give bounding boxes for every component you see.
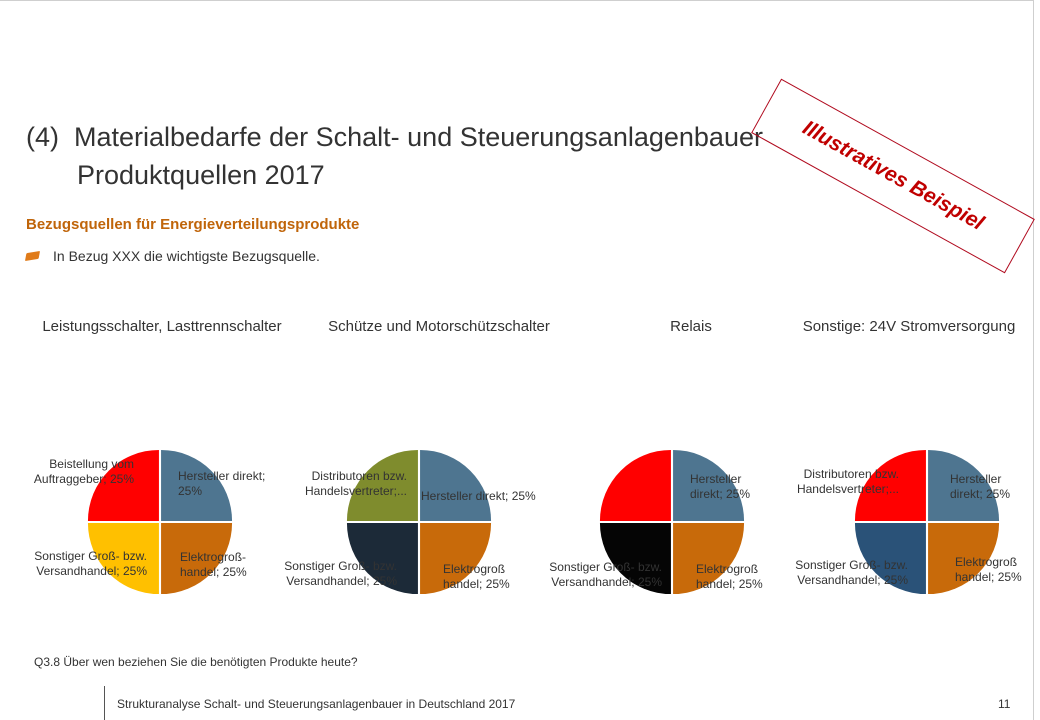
pie-2-label-3: Sonstiger Groß- bzw. Versandhandel; 25% [284,559,397,588]
pie-2-label-4: Distributoren bzw. Handelsvertreter;... [305,469,407,498]
pie-1-label-1: Hersteller direkt; 25% [178,469,265,498]
title-line-1: Materialbedarfe der Schalt- und Steuerun… [74,122,763,152]
section-subtitle: Bezugsquellen für Energieverteilungsprod… [26,216,360,233]
pie-4-label-4: Distributoren bzw. Handelsvertreter;... [797,467,899,496]
pie-4-label-3: Sonstiger Groß- bzw. Versandhandel; 25% [795,558,908,587]
pie-3-label-1: Hersteller direkt; 25% [690,472,750,501]
pie-4-label-1: Hersteller direkt; 25% [950,472,1010,501]
pie-1-slice-1 [161,449,233,521]
pie-2-label-1: Hersteller direkt; 25% [421,489,536,503]
title-line-2: Produktquellen 2017 [77,160,325,190]
pie-4-slice-3 [854,523,926,595]
slide-border-right [1033,0,1034,720]
pie-1-slice-3 [87,523,159,595]
stamp-text: Illustratives Beispiel [798,116,988,235]
bullet-arrow-icon [24,250,41,262]
pie-1-label-2: Elektrogroß-handel; 25% [180,550,247,579]
footer-divider [104,686,105,720]
pie-4-label-2: Elektrogroß handel; 25% [955,555,1022,584]
pie-4-slice-2 [928,523,1000,595]
illustrative-stamp: Illustratives Beispiel [751,78,1035,274]
pie-2-label-2: Elektrogroß handel; 25% [443,562,510,591]
pie-4-slice-4 [854,449,926,521]
pie-3-slice-3 [599,523,671,595]
slide-title: (4) Materialbedarfe der Schalt- und Steue… [26,119,763,155]
title-number: (4) [26,122,59,152]
pie-1-slice-4 [87,449,159,521]
footer-text: Strukturanalyse Schalt- und Steuerungsan… [117,697,516,711]
pie-2-slice-4 [346,449,418,521]
bullet-point: In Bezug XXX die wichtigste Bezugsquelle… [24,248,320,264]
bullet-text: In Bezug XXX die wichtigste Bezugsquelle… [53,248,320,264]
chart-title-3: Relais [670,318,712,335]
page-number: 11 [998,697,1011,711]
pie-2-slice-1 [420,449,492,521]
pie-2-slice-3 [346,523,418,595]
pie-2-slice-2 [420,523,492,595]
pie-3-slice-1 [673,449,745,521]
pie-1-label-4: Beistellung vom Auftraggeber; 25% [34,457,134,486]
pie-3-label-2: Elektrogroß handel; 25% [696,562,763,591]
pie-3-slice-4 [599,449,671,521]
pie-1-slice-2 [161,523,233,595]
pie-3-label-3: Sonstiger Groß- bzw. Versandhandel; 25% [549,560,662,589]
pie-3-slice-2 [673,523,745,595]
pie-4-slice-1 [928,449,1000,521]
chart-title-2: Schütze und Motorschützschalter [328,318,550,335]
pie-1-label-3: Sonstiger Groß- bzw. Versandhandel; 25% [34,549,147,578]
slide-border-top [0,0,1034,1]
chart-title-4: Sonstige: 24V Stromversorgung [802,318,1016,335]
chart-title-1: Leistungsschalter, Lasttrennschalter [42,318,282,335]
survey-question: Q3.8 Über wen beziehen Sie die benötigte… [34,655,358,669]
